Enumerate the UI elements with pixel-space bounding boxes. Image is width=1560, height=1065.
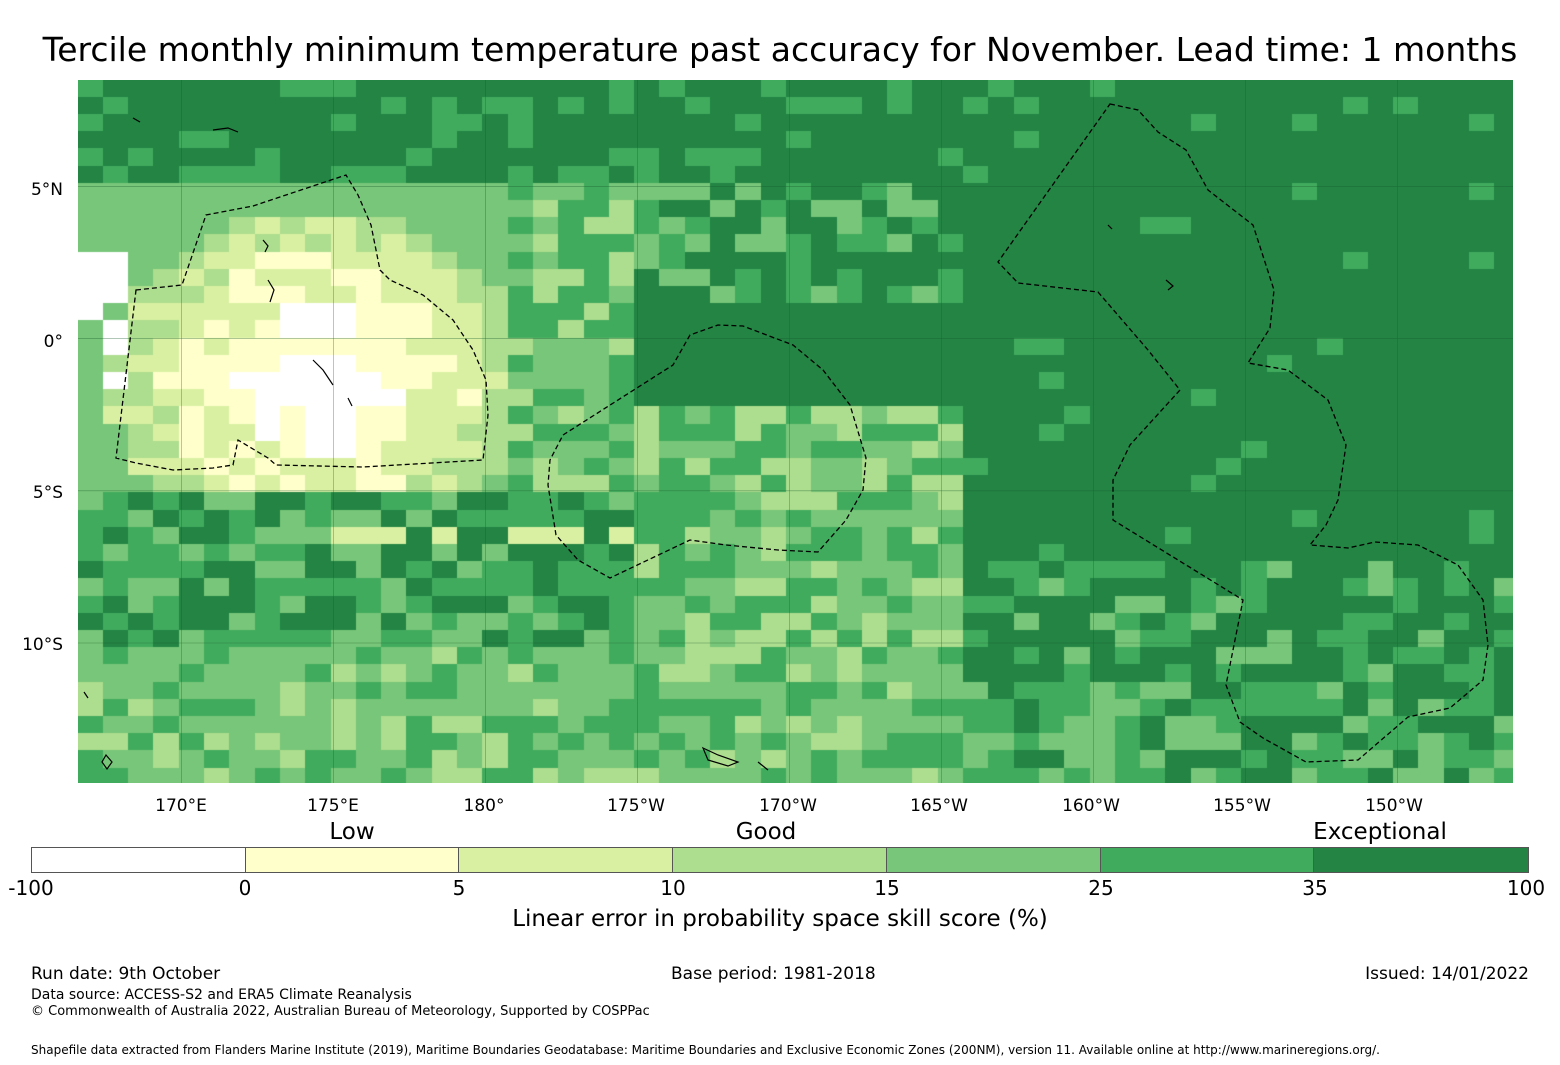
lon-label-165w: 165°W: [910, 796, 968, 816]
colorbar-tick: 0: [238, 876, 252, 900]
lon-label-175e: 175°E: [307, 796, 359, 816]
colorbar: [31, 847, 1529, 873]
eez-boundary-phoenix-line: [997, 103, 1489, 763]
lon-label-155w: 155°W: [1213, 796, 1271, 816]
colorbar-tick: 100: [1506, 876, 1546, 900]
category-low: Low: [329, 819, 375, 845]
colorbar-label: Linear error in probability space skill …: [512, 906, 1048, 932]
colorbar-tick: 5: [452, 876, 466, 900]
colorbar-tick: 15: [874, 876, 900, 900]
colorbar-segment: [673, 848, 887, 872]
colorbar-tick: -100: [8, 876, 54, 900]
colorbar-segment: [1314, 848, 1528, 872]
issued-date: Issued: 14/01/2022: [1365, 964, 1529, 984]
lon-label-150w: 150°W: [1365, 796, 1423, 816]
shapefile-credit: Shapefile data extracted from Flanders M…: [31, 1043, 1380, 1057]
colorbar-tick: 25: [1088, 876, 1114, 900]
colorbar-segment: [459, 848, 674, 872]
lat-label-10s: 10°S: [22, 635, 63, 655]
colorbar-segment: [1100, 848, 1315, 872]
colorbar-segment: [32, 848, 246, 872]
lon-label-170w: 170°W: [759, 796, 817, 816]
map-overlay: [78, 80, 1513, 783]
colorbar-segment: [886, 848, 1101, 872]
data-source: Data source: ACCESS-S2 and ERA5 Climate …: [31, 987, 412, 1003]
skill-grid-cells: [78, 80, 1513, 783]
category-good: Good: [735, 819, 797, 845]
island-coastlines: [83, 117, 1174, 771]
run-date: Run date: 9th October: [31, 964, 221, 984]
lat-label-5s: 5°S: [32, 483, 63, 503]
lon-label-170e: 170°E: [155, 796, 207, 816]
lon-label-175w: 175°W: [607, 796, 665, 816]
eez-boundary-tuvalu: [547, 324, 867, 579]
eez-boundary-kiribati-gilbert: [115, 174, 489, 471]
lon-label-180: 180°: [463, 796, 505, 816]
colorbar-segment: [245, 848, 460, 872]
copyright: © Commonwealth of Australia 2022, Austra…: [31, 1004, 650, 1019]
lat-label-0: 0°: [43, 332, 63, 352]
lon-label-160w: 160°W: [1062, 796, 1120, 816]
graticule: [78, 80, 1513, 783]
category-exceptional: Exceptional: [1313, 819, 1447, 845]
lat-label-5n: 5°N: [30, 180, 63, 200]
chart-title: Tercile monthly minimum temperature past…: [42, 30, 1518, 69]
colorbar-tick: 10: [660, 876, 686, 900]
skill-map: [78, 80, 1513, 783]
base-period: Base period: 1981-2018: [671, 964, 876, 984]
colorbar-tick: 35: [1302, 876, 1328, 900]
